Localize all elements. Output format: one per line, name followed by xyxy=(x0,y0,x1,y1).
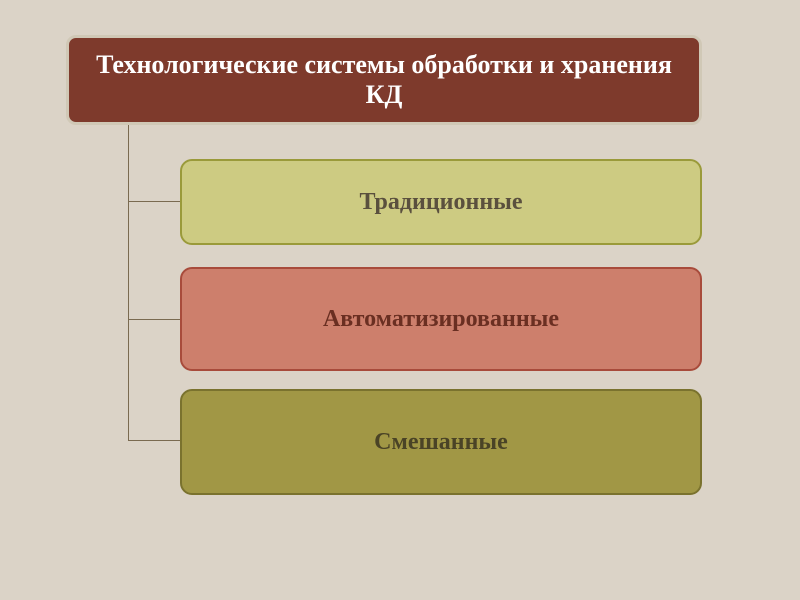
diagram-canvas: Технологические системы обработки и хран… xyxy=(0,0,800,600)
child-box-traditional: Традиционные xyxy=(180,159,702,245)
header-box: Технологические системы обработки и хран… xyxy=(66,35,702,125)
connector-branch-0 xyxy=(128,201,180,202)
child-box-mixed: Смешанные xyxy=(180,389,702,495)
connector-branch-2 xyxy=(128,440,180,441)
connector-trunk xyxy=(128,125,129,440)
connector-branch-1 xyxy=(128,319,180,320)
child-box-automated: Автоматизированные xyxy=(180,267,702,371)
